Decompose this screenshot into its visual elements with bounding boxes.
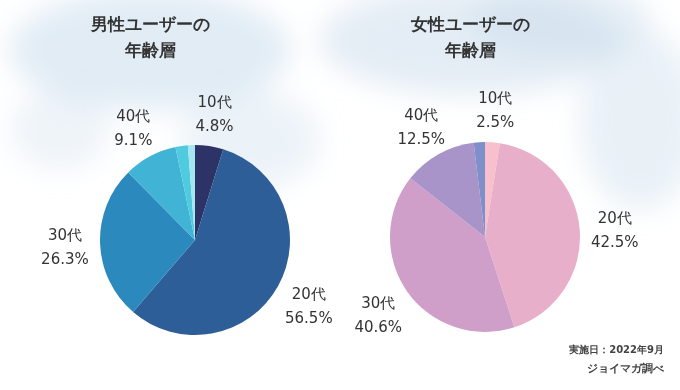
background-blob: [10, 90, 110, 170]
slice-category-label: 20代: [598, 209, 632, 227]
slice-category-label: 30代: [361, 294, 395, 312]
pie-slice: [175, 145, 195, 240]
slice-value-label: 42.5%: [591, 233, 639, 251]
background: [10, 0, 680, 210]
slice-category-label: 20代: [292, 285, 326, 303]
pie-slice: [188, 145, 195, 240]
slice-value-label: 12.5%: [397, 130, 445, 148]
background-blob: [580, 30, 680, 210]
slice-value-label: 4.8%: [195, 117, 233, 135]
pie: [390, 142, 580, 332]
slice-value-label: 40.6%: [354, 318, 402, 336]
pie: [100, 145, 290, 335]
chart-canvas: 男性ユーザーの年齢層 10代 4.8% 20代 56.5% 30代 26.3% 40代 9.1%…: [0, 0, 680, 390]
slice-category-label: 30代: [48, 226, 82, 244]
slice-category-label: 10代: [198, 93, 232, 111]
source-note: 実施日：2022年9月: [568, 344, 664, 355]
pie-slice: [410, 143, 485, 237]
slice-value-label: 9.1%: [114, 131, 152, 149]
slice-category-label: 40代: [404, 106, 438, 124]
slice-value-label: 56.5%: [285, 309, 333, 327]
slice-value-label: 26.3%: [41, 250, 89, 268]
slice-category-label: 40代: [116, 107, 150, 125]
chart-title: 女性ユーザーの年齢層: [410, 14, 530, 60]
pie-slice: [474, 142, 485, 237]
chart-title: 男性ユーザーの年齢層: [90, 14, 210, 60]
slice-category-label: 10代: [478, 89, 512, 107]
slice-value-label: 2.5%: [476, 113, 514, 131]
source-note: ジョイマガ調べ: [587, 362, 665, 375]
